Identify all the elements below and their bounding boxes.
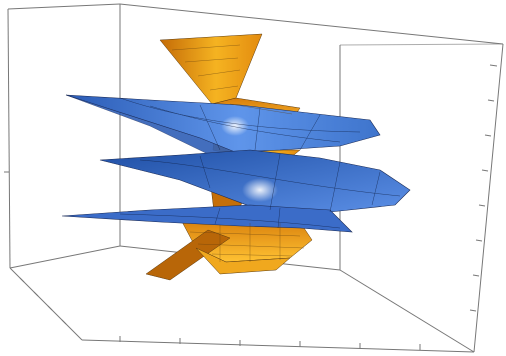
box-edge xyxy=(473,43,504,353)
box-edge xyxy=(9,245,121,269)
box-edge xyxy=(339,43,504,46)
axis-ticks xyxy=(4,64,498,350)
bounding-box xyxy=(7,3,504,353)
box-edge xyxy=(119,3,504,45)
box-edge xyxy=(7,8,11,269)
orange-surface-patch xyxy=(195,247,291,275)
orange-surface-patch xyxy=(145,229,231,281)
surface-highlight xyxy=(242,178,278,202)
orange-mesh xyxy=(171,44,305,262)
surface-mesh xyxy=(119,97,401,229)
box-edge xyxy=(7,3,121,10)
box-edge xyxy=(81,339,475,353)
box-edge xyxy=(339,269,475,353)
surface-highlight xyxy=(221,116,249,136)
blue-surface[interactable] xyxy=(61,94,411,233)
orange-surface-patch xyxy=(159,33,263,105)
